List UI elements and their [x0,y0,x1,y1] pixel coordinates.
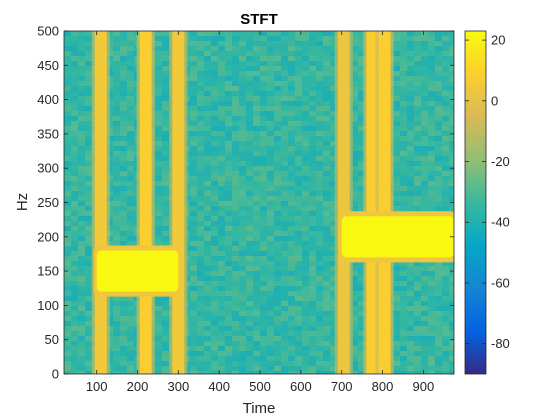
y-tick-label: 250 [37,195,59,210]
colorbar [464,30,487,375]
spectrogram-image [64,31,454,374]
y-tick-label: 100 [37,298,59,313]
impulse-band-5 [378,31,391,374]
y-tick-label: 450 [37,58,59,73]
colorbar-tick-label: -40 [491,215,510,230]
x-tick-label: 500 [249,379,271,394]
colorbar-tick-label: -20 [491,154,510,169]
x-tick-label: 800 [372,379,394,394]
colorbar-tick-label: 0 [491,93,498,108]
colorbar-gradient [464,30,487,375]
colorbar-tick-label: -60 [491,275,510,290]
y-tick-label: 500 [37,24,59,39]
y-tick-label: 350 [37,126,59,141]
y-tick-label: 400 [37,92,59,107]
x-axis-label: Time [243,400,276,417]
impulse-band-0 [94,31,107,374]
impulse-band-1 [139,31,152,374]
y-tick-label: 0 [52,367,59,382]
x-tick-label: 100 [86,379,108,394]
chart-title: STFT [240,11,278,28]
colorbar-tick-label: 20 [491,33,505,48]
impulse-band-3 [337,31,350,374]
y-axis-label: Hz [14,193,31,211]
x-tick-label: 400 [208,379,230,394]
y-tick-label: 200 [37,229,59,244]
x-tick-label: 200 [127,379,149,394]
impulse-band-2 [172,31,185,374]
x-axis: 100 200 300 400 500 600 700 800 900 [86,31,434,394]
tone-band-6 [96,250,179,292]
x-tick-label: 900 [413,379,435,394]
colorbar-ticks: 20 0 -20 -40 -60 -80 [465,33,510,351]
y-tick-label: 50 [45,332,59,347]
x-tick-label: 700 [331,379,353,394]
y-tick-label: 300 [37,161,59,176]
impulse-band-4 [366,31,379,374]
y-tick-label: 150 [37,264,59,279]
colorbar-tick-label: -80 [491,336,510,351]
x-tick-label: 600 [290,379,312,394]
x-tick-label: 300 [167,379,189,394]
y-axis: 0 50 100 150 200 250 300 350 400 450 500 [37,24,454,382]
tone-band-7 [341,216,454,258]
